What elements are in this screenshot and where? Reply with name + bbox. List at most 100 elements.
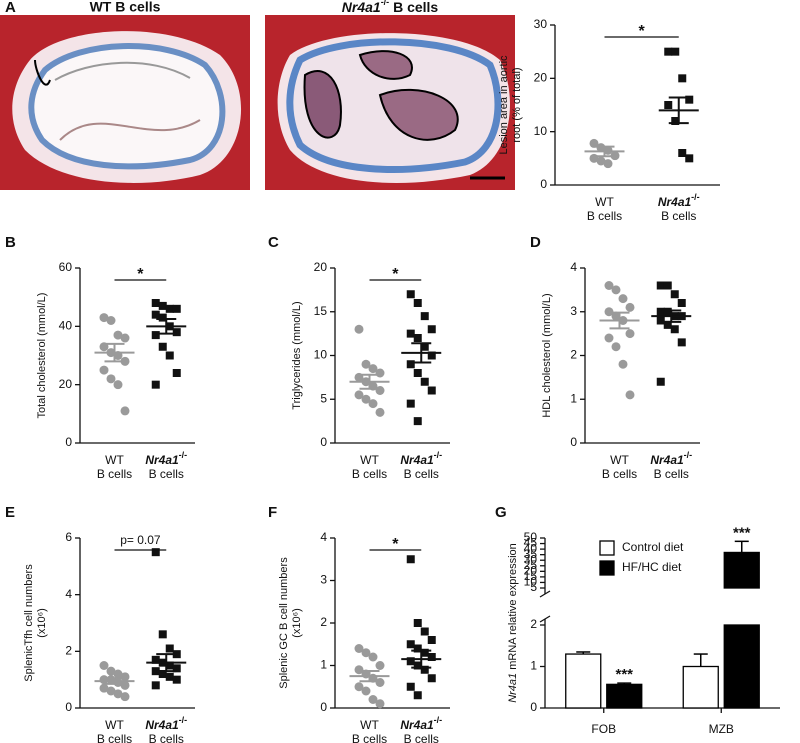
y-tick-label: 15 — [314, 304, 328, 318]
point — [670, 325, 679, 334]
point — [151, 548, 160, 557]
panel-label: C — [268, 234, 279, 251]
point — [413, 299, 422, 307]
point — [671, 47, 680, 56]
point — [420, 665, 429, 674]
y-tick-label: 0 — [65, 700, 72, 714]
point — [113, 330, 123, 340]
y-tick-label: 30 — [534, 17, 548, 31]
y-tick-label: 20 — [534, 71, 548, 85]
point — [611, 285, 621, 295]
point — [685, 154, 694, 163]
y-tick-label: 6 — [65, 530, 72, 544]
y-tick-label: 40 — [59, 319, 73, 333]
y-axis-label: SplenicTfh cell numbers — [23, 564, 35, 682]
point — [158, 630, 167, 639]
superscript: -/- — [434, 450, 443, 460]
point — [610, 151, 620, 161]
legend-label: Control diet — [622, 540, 684, 554]
point — [420, 627, 429, 636]
point — [172, 664, 181, 673]
point — [604, 281, 614, 290]
y-tick-label: 40 — [524, 541, 538, 555]
point — [413, 691, 422, 700]
y-tick-label: 1 — [320, 658, 327, 672]
point — [158, 301, 167, 310]
point — [664, 47, 673, 56]
x-tick-label: B cells — [404, 467, 439, 481]
y-tick-label: 3 — [570, 304, 577, 318]
point — [671, 117, 680, 125]
point — [368, 652, 378, 662]
superscript: -/- — [381, 0, 390, 7]
x-tick-label: B cells — [352, 732, 387, 743]
point — [113, 689, 123, 699]
gene: Nr4a1 — [145, 718, 179, 732]
point — [596, 156, 606, 166]
x-tick-label: Nr4a1-/- — [145, 450, 187, 467]
y-axis-label: (x10⁶) — [291, 608, 303, 638]
point — [406, 290, 415, 299]
point — [375, 407, 385, 417]
point — [151, 299, 160, 307]
point — [663, 320, 672, 329]
point — [604, 333, 614, 343]
point — [120, 356, 130, 366]
point — [120, 672, 130, 682]
y-axis-label: Lesion area in aortic — [498, 55, 510, 155]
panel-label: B — [5, 234, 16, 251]
superscript: -/- — [434, 715, 443, 725]
label-rest: mRNA relative expression — [507, 543, 519, 673]
point — [413, 369, 422, 377]
point — [406, 640, 415, 649]
point — [361, 648, 371, 658]
legend-swatch — [599, 560, 615, 576]
x-tick-label: WT — [360, 718, 379, 732]
bar — [606, 683, 643, 709]
y-tick-label: 2 — [65, 644, 72, 658]
point — [611, 311, 621, 321]
point — [625, 329, 635, 339]
x-tick-label: Nr4a1-/- — [658, 192, 700, 209]
point — [172, 328, 181, 337]
point — [663, 307, 672, 316]
point — [368, 399, 378, 409]
y-tick-label: 20 — [314, 260, 328, 274]
point — [165, 661, 174, 670]
point — [670, 290, 679, 299]
point — [406, 399, 415, 408]
y-tick-label: 2 — [570, 348, 577, 362]
x-tick-label: B cells — [654, 467, 689, 481]
point — [106, 374, 116, 384]
point — [427, 386, 436, 395]
x-tick-label: B cells — [587, 209, 622, 223]
point — [420, 342, 429, 351]
point — [113, 669, 123, 679]
y-tick-label: 2 — [530, 617, 537, 631]
point — [151, 310, 160, 319]
y-tick-label: 4 — [570, 260, 577, 274]
y-tick-label: 15 — [524, 569, 538, 583]
y-tick-label: 3 — [320, 573, 327, 587]
point — [611, 342, 621, 352]
point — [99, 683, 109, 693]
x-tick-label: B cells — [97, 732, 132, 743]
y-axis-label: Triglycerides (mmol/L) — [291, 301, 303, 409]
point — [413, 619, 422, 627]
y-tick-label: 10 — [314, 348, 328, 362]
y-tick-label: 30 — [524, 552, 538, 566]
y-tick-label: 5 — [530, 580, 537, 594]
point — [603, 145, 613, 155]
point — [151, 331, 160, 340]
point — [375, 368, 385, 378]
significance: * — [392, 266, 399, 283]
point — [172, 304, 181, 313]
gene: Nr4a1 — [400, 453, 434, 467]
y-tick-label: 0 — [570, 435, 577, 449]
point — [427, 636, 436, 644]
point — [427, 674, 436, 683]
point — [596, 143, 606, 153]
point — [678, 149, 687, 157]
gene: Nr4a1 — [145, 453, 179, 467]
y-tick-label: 20 — [524, 564, 538, 578]
